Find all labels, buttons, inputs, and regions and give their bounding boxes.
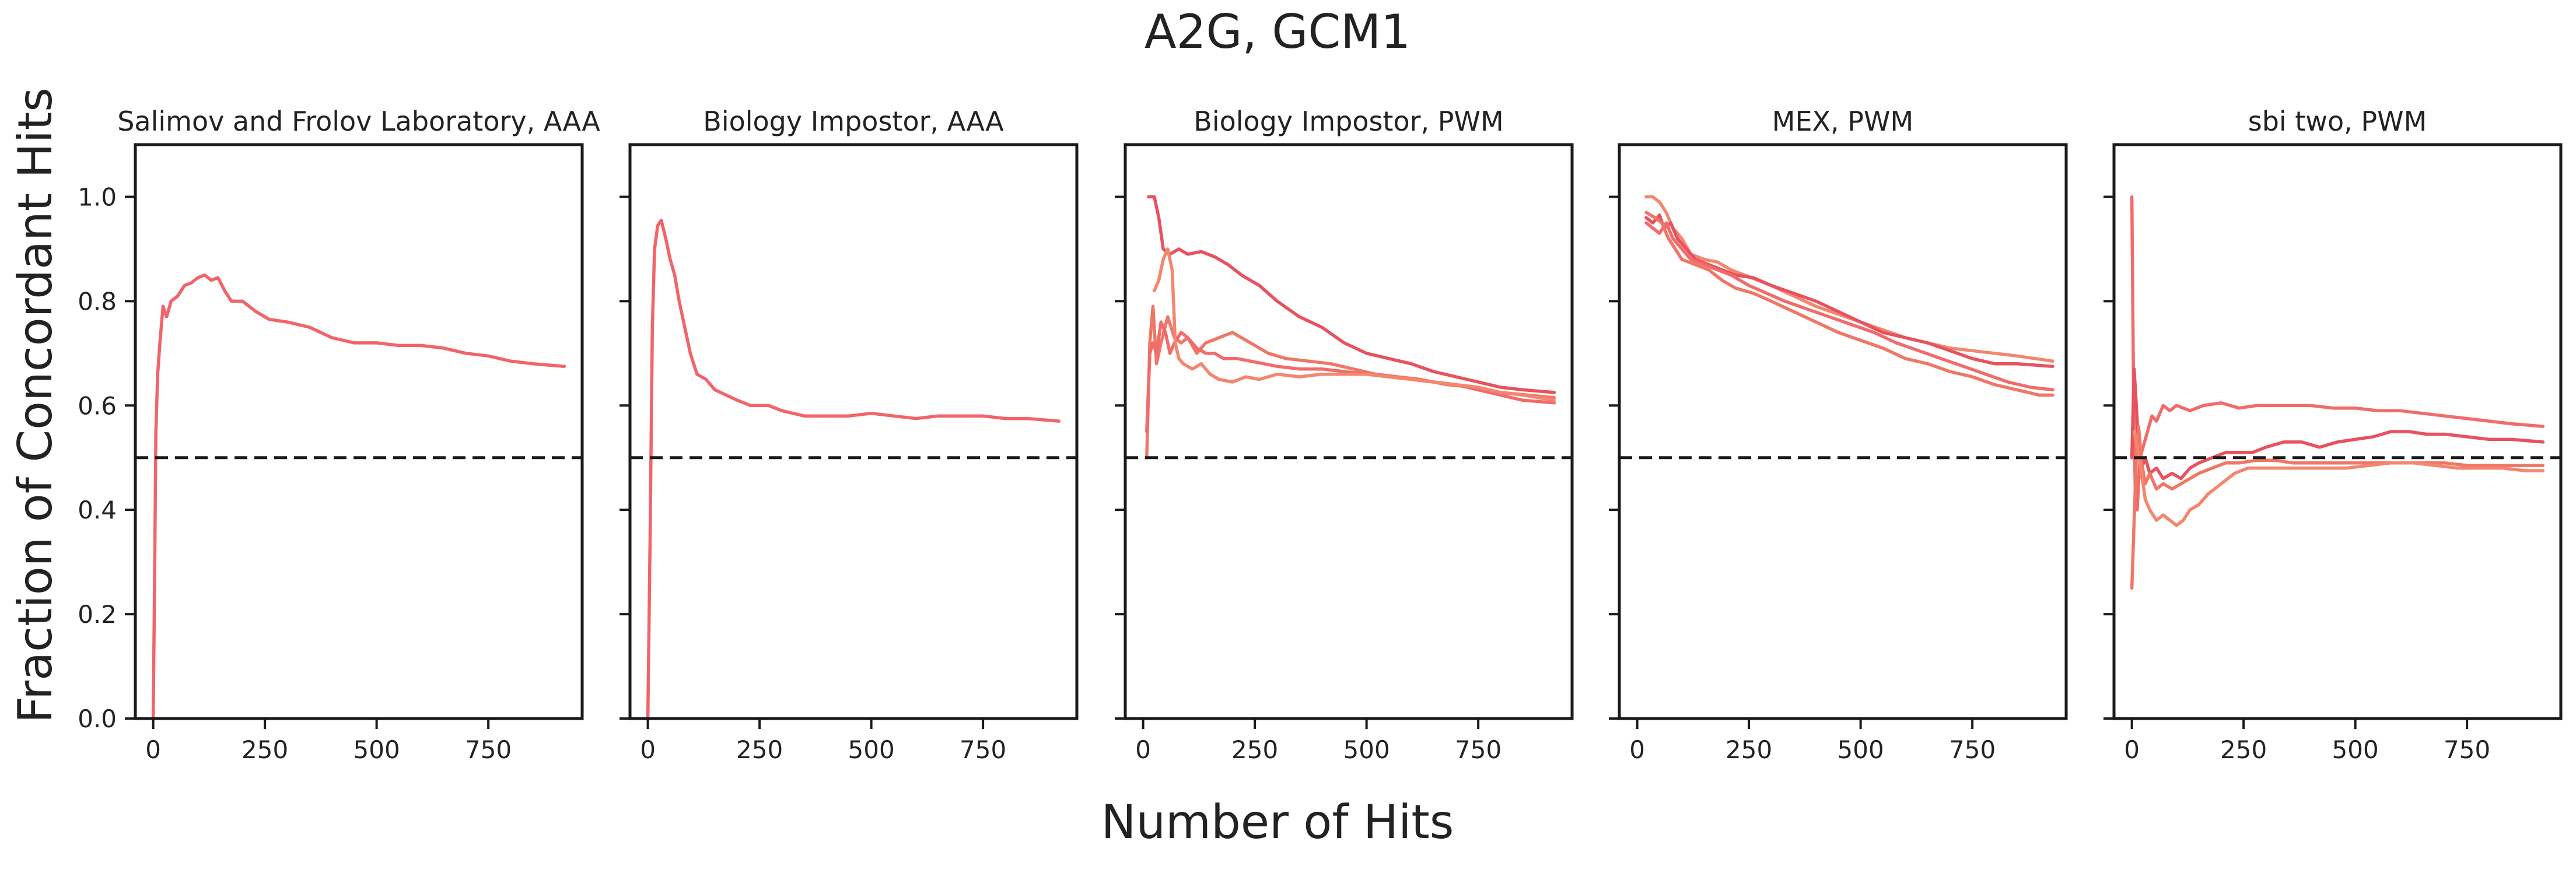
x-tick-label: 750 (1455, 735, 1502, 764)
axes-frame (2112, 143, 2563, 720)
axes-frame (1124, 143, 1574, 720)
x-tick-label: 0 (640, 735, 656, 764)
axes-frame (1618, 143, 2068, 720)
x-tick-label: 750 (465, 735, 512, 764)
subplot-title: Salimov and Frolov Laboratory, AAA (117, 106, 600, 137)
series-line-4 (1153, 247, 1556, 402)
figure-title: A2G, GCM1 (1144, 5, 1410, 59)
subplot-title: Biology Impostor, AAA (703, 106, 1004, 137)
x-tick-label: 250 (2220, 735, 2267, 764)
y-tick-label: 1.0 (78, 183, 117, 211)
x-tick-label: 500 (848, 735, 895, 764)
x-tick-label: 250 (1726, 735, 1772, 764)
series-group (646, 218, 1061, 719)
x-tick-label: 750 (960, 735, 1006, 764)
series-group (1644, 195, 2054, 397)
subplot-1: Salimov and Frolov Laboratory, AAA 0 250 50… (78, 106, 600, 764)
y-tick-label: 0.4 (78, 496, 117, 524)
x-tick-label: 0 (1629, 735, 1645, 764)
y-tick-label: 0.8 (78, 287, 117, 316)
x-tick-label: 250 (736, 735, 783, 764)
subplot-5: sbi two, PWM 0 250 500 750 (2104, 106, 2563, 764)
series-line-4 (1644, 211, 2054, 397)
subplot-grid: Salimov and Frolov Laboratory, AAA 0 250 50… (78, 106, 2563, 764)
series-line-1 (2130, 195, 2545, 511)
y-tick-label: 0.2 (78, 600, 117, 629)
x-axis-label: Number of Hits (1101, 795, 1454, 849)
series-line-3 (1644, 221, 2054, 392)
x-tick-label: 750 (2444, 735, 2490, 764)
y-tick-label: 0.0 (78, 705, 117, 733)
series-line-1 (646, 218, 1061, 719)
series-line-2 (1644, 213, 2054, 368)
series-group (2130, 195, 2545, 590)
series-group (151, 273, 566, 719)
x-tick-label: 500 (1838, 735, 1884, 764)
subplot-title: Biology Impostor, PWM (1194, 106, 1503, 137)
x-tick-label: 750 (1949, 735, 1996, 764)
series-line-2 (2130, 367, 2545, 481)
axes-frame (134, 143, 584, 720)
axes-frame (628, 143, 1079, 720)
subplot-title: MEX, PWM (1772, 106, 1913, 137)
subplot-2: Biology Impostor, AAA 0 250 500 750 (620, 106, 1079, 764)
x-tick-label: 0 (2124, 735, 2140, 764)
x-tick-label: 500 (2332, 735, 2379, 764)
series-line-1 (151, 273, 566, 719)
subplot-3: Biology Impostor, PWM 0 250 500 750 (1115, 106, 1574, 764)
series-group (1145, 195, 1556, 460)
x-tick-label: 500 (1343, 735, 1390, 764)
x-tick-label: 0 (1135, 735, 1151, 764)
subplot-4: MEX, PWM 0 250 500 750 (1609, 106, 2068, 764)
x-tick-label: 250 (1231, 735, 1278, 764)
x-tick-label: 0 (145, 735, 161, 764)
series-line-1 (1147, 195, 1556, 394)
y-axis-label: Fraction of Concordant Hits (8, 87, 62, 723)
series-line-4 (2132, 430, 2545, 527)
subplot-title: sbi two, PWM (2248, 106, 2427, 137)
y-tick-label: 0.6 (78, 391, 117, 420)
x-tick-label: 250 (242, 735, 288, 764)
x-tick-label: 500 (354, 735, 400, 764)
series-line-3 (1145, 320, 1556, 433)
series-line-2 (1145, 304, 1556, 460)
